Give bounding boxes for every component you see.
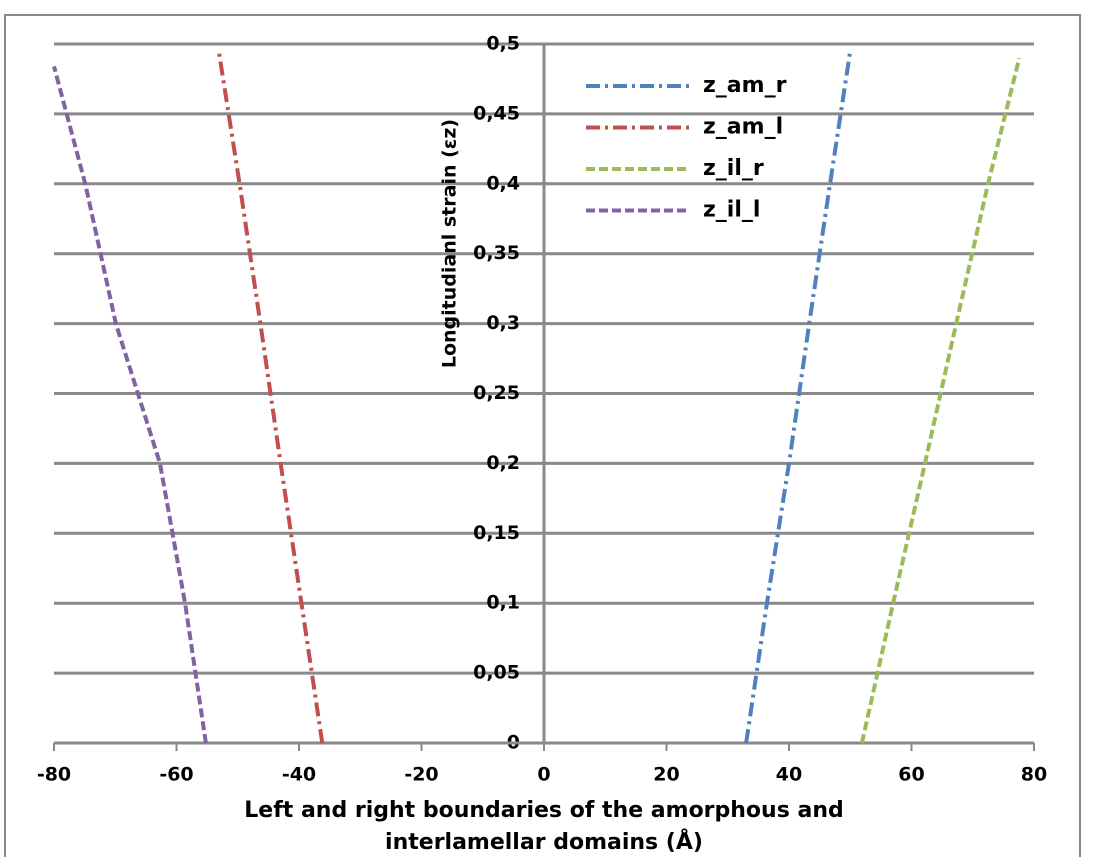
x-tick-label: 20 bbox=[653, 764, 679, 786]
legend-label: z_il_l bbox=[703, 198, 760, 223]
y-tick-label: 0,35 bbox=[473, 242, 520, 264]
y-tick-label: 0,2 bbox=[486, 452, 520, 474]
y-tick-label: 0,15 bbox=[473, 522, 520, 544]
x-tick-label: 60 bbox=[898, 764, 924, 786]
x-tick-label: 0 bbox=[537, 764, 550, 786]
legend-label: z_am_l bbox=[703, 115, 783, 140]
y-tick-label: 0,5 bbox=[486, 33, 520, 55]
line-series bbox=[52, 65, 208, 744]
x-tick-label: -40 bbox=[282, 764, 316, 786]
x-tick-label: -80 bbox=[37, 764, 71, 786]
legend-label: z_am_r bbox=[703, 73, 787, 98]
y-tick-label: 0,4 bbox=[486, 172, 520, 194]
x-axis-title: Left and right boundaries of the amorpho… bbox=[244, 798, 844, 855]
line-series bbox=[859, 57, 1022, 744]
line-series bbox=[216, 50, 325, 744]
y-tick-label: 0,25 bbox=[473, 382, 520, 404]
y-axis-title: Longitudianl strain (εz) bbox=[439, 119, 461, 368]
x-tick-label: -20 bbox=[404, 764, 438, 786]
x-tick-label: -60 bbox=[159, 764, 193, 786]
y-tick-label: 0,45 bbox=[473, 102, 520, 124]
x-tick-label: 80 bbox=[1021, 764, 1047, 786]
x-tick-label: 40 bbox=[776, 764, 802, 786]
y-tick-label: 0,1 bbox=[486, 592, 520, 614]
y-tick-label: 0,3 bbox=[486, 312, 520, 334]
line-series bbox=[744, 50, 853, 744]
legend-label: z_il_r bbox=[703, 156, 764, 181]
y-tick-label: 0,05 bbox=[473, 662, 520, 684]
chart-border bbox=[4, 14, 1081, 857]
